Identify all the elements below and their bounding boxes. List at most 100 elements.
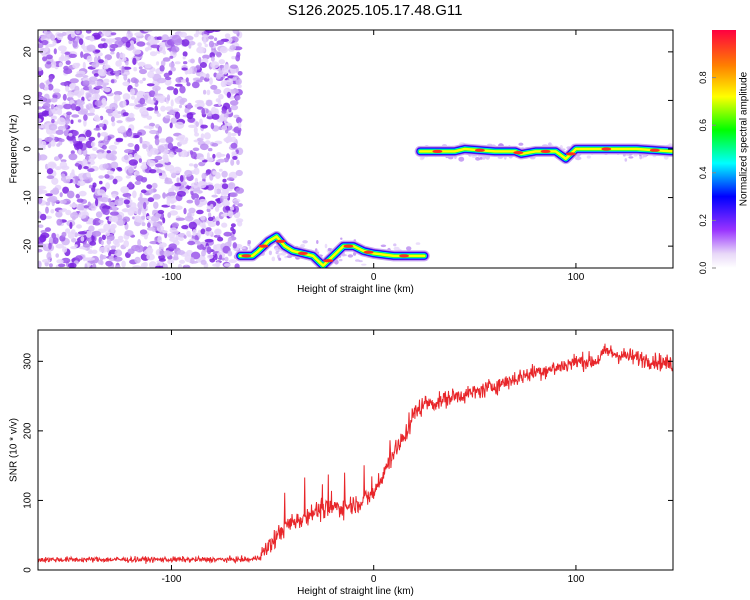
noise-blob — [82, 158, 88, 165]
noise-blob — [156, 61, 160, 66]
noise-blob — [95, 49, 101, 53]
noise-blob — [174, 111, 181, 119]
noise-blob — [110, 223, 117, 229]
noise-blob — [149, 51, 158, 57]
noise-blob — [61, 31, 67, 36]
noise-blob — [88, 136, 96, 142]
noise-blob — [203, 89, 207, 95]
noise-blob — [45, 206, 49, 214]
noise-blob — [170, 66, 176, 72]
noise-blob — [158, 138, 167, 144]
noise-blob — [211, 106, 217, 114]
noise-blob — [87, 168, 95, 173]
noise-blob — [140, 111, 149, 119]
noise-blob — [128, 154, 133, 159]
noise-blob — [44, 227, 52, 232]
noise-blob — [179, 259, 186, 264]
noise-blob — [56, 143, 61, 147]
noise-blob — [230, 104, 239, 111]
noise-blob — [221, 170, 228, 178]
noise-blob — [92, 218, 101, 226]
noise-blob — [105, 108, 114, 114]
noise-blob — [111, 121, 116, 127]
noise-blob — [157, 145, 165, 153]
noise-blob — [92, 93, 101, 100]
track-halo-blob — [274, 247, 279, 252]
noise-blob — [157, 209, 165, 214]
noise-blob — [228, 107, 232, 113]
noise-blob — [117, 111, 122, 115]
noise-blob — [228, 171, 238, 179]
noise-blob — [179, 175, 184, 182]
noise-blob — [72, 40, 78, 48]
noise-blob — [93, 73, 99, 77]
noise-blob — [181, 67, 188, 71]
noise-blob — [134, 215, 142, 223]
noise-blob — [179, 181, 187, 186]
noise-blob — [215, 229, 221, 236]
noise-blob — [59, 138, 65, 143]
noise-blob — [202, 34, 209, 38]
noise-blob — [123, 154, 129, 161]
noise-blob — [203, 37, 207, 45]
noise-blob — [97, 132, 101, 138]
noise-blob — [148, 169, 157, 174]
noise-blob — [169, 55, 174, 59]
noise-blob — [41, 97, 47, 103]
noise-blob — [216, 159, 226, 163]
noise-blob — [110, 161, 119, 169]
noise-blob — [194, 132, 200, 137]
noise-blob — [53, 48, 57, 55]
noise-blob — [186, 230, 191, 237]
noise-blob — [222, 178, 227, 183]
noise-blob — [137, 208, 142, 216]
noise-blob — [144, 63, 152, 69]
noise-blob — [62, 246, 68, 253]
noise-blob — [182, 51, 188, 57]
noise-blob — [138, 66, 143, 70]
noise-blob — [93, 56, 98, 64]
noise-blob — [140, 177, 148, 183]
noise-blob — [102, 163, 109, 169]
noise-blob — [89, 107, 95, 114]
track-peak — [432, 149, 443, 153]
noise-blob — [55, 243, 64, 249]
noise-blob — [48, 123, 58, 131]
noise-blob — [102, 42, 108, 49]
noise-blob — [165, 136, 174, 144]
noise-blob — [100, 240, 104, 246]
noise-blob — [40, 213, 47, 221]
noise-blob — [210, 122, 215, 130]
noise-blob — [211, 113, 220, 120]
noise-blob — [38, 140, 44, 147]
noise-blob — [75, 142, 84, 150]
noise-blob — [42, 56, 48, 62]
noise-blob — [213, 234, 221, 238]
noise-blob — [192, 229, 197, 237]
noise-blob — [235, 187, 244, 194]
noise-blob — [54, 156, 60, 162]
noise-blob — [75, 176, 79, 184]
noise-blob — [98, 175, 105, 179]
track-halo-blob — [300, 243, 306, 248]
noise-blob — [172, 256, 179, 261]
noise-blob — [196, 209, 204, 215]
noise-blob — [159, 250, 165, 256]
track-halo-blob — [248, 245, 252, 250]
noise-blob — [109, 211, 119, 216]
noise-blob — [154, 110, 159, 114]
noise-blob — [48, 75, 54, 83]
noise-blob — [122, 112, 129, 117]
noise-blob — [72, 62, 80, 69]
noise-blob — [205, 227, 212, 232]
track-band — [238, 235, 426, 267]
noise-blob — [101, 144, 107, 150]
noise-blob — [62, 186, 69, 194]
x-tick-label: -100 — [161, 272, 181, 283]
noise-blob — [108, 144, 118, 151]
noise-blob — [82, 61, 86, 70]
noise-blob — [201, 172, 207, 180]
noise-blob — [94, 100, 103, 107]
noise-blob — [205, 30, 215, 34]
noise-blob — [69, 83, 75, 89]
